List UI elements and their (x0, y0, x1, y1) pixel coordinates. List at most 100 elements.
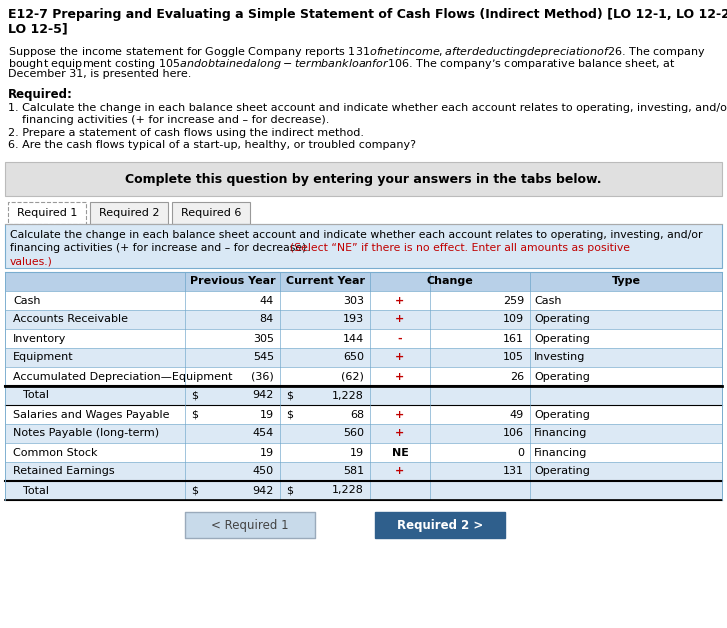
Text: $: $ (191, 485, 198, 495)
Text: Change: Change (427, 276, 473, 286)
Text: 109: 109 (503, 315, 524, 325)
Text: 106: 106 (503, 428, 524, 438)
Text: financing activities (+ for increase and – for decrease).: financing activities (+ for increase and… (8, 115, 329, 125)
Text: Suppose the income statement for Goggle Company reports $131 of net income, afte: Suppose the income statement for Goggle … (8, 45, 706, 59)
Text: Common Stock: Common Stock (13, 448, 97, 458)
Bar (5, 386, 722, 405)
Text: Current Year: Current Year (286, 276, 364, 286)
Bar (5, 291, 722, 310)
Text: Cash: Cash (13, 296, 41, 305)
Bar (172, 202, 250, 224)
Text: Operating: Operating (534, 315, 590, 325)
Bar (5, 443, 722, 462)
Text: Operating: Operating (534, 333, 590, 344)
Text: 161: 161 (503, 333, 524, 344)
Text: 545: 545 (253, 352, 274, 362)
Bar (5, 162, 722, 196)
Bar (5, 424, 722, 443)
Text: +: + (395, 428, 405, 438)
Text: 942: 942 (252, 391, 274, 401)
Text: 650: 650 (343, 352, 364, 362)
Text: < Required 1: < Required 1 (211, 519, 289, 531)
Text: Salaries and Wages Payable: Salaries and Wages Payable (13, 409, 169, 420)
Bar (5, 367, 722, 386)
Text: $: $ (191, 391, 198, 401)
Text: Equipment: Equipment (13, 352, 73, 362)
Text: Required 2 >: Required 2 > (397, 519, 483, 531)
Text: Total: Total (23, 485, 49, 495)
Text: December 31, is presented here.: December 31, is presented here. (8, 69, 191, 79)
Text: +: + (395, 352, 405, 362)
Text: 26: 26 (510, 372, 524, 381)
Text: 19: 19 (350, 448, 364, 458)
Text: (Select “NE” if there is no effect. Enter all amounts as positive: (Select “NE” if there is no effect. Ente… (290, 243, 630, 253)
Text: 1,228: 1,228 (332, 485, 364, 495)
Text: Previous Year: Previous Year (190, 276, 276, 286)
Text: financing activities (+ for increase and – for decrease). (Select “NE” if there : financing activities (+ for increase and… (10, 243, 654, 253)
Text: $: $ (191, 409, 198, 420)
Text: 560: 560 (343, 428, 364, 438)
Text: Operating: Operating (534, 372, 590, 381)
Text: Required 1: Required 1 (17, 208, 77, 218)
Text: E12-7 Preparing and Evaluating a Simple Statement of Cash Flows (Indirect Method: E12-7 Preparing and Evaluating a Simple … (8, 8, 727, 21)
Text: Retained Earnings: Retained Earnings (13, 467, 115, 477)
Bar (5, 224, 722, 268)
Bar (5, 405, 722, 424)
Text: 44: 44 (260, 296, 274, 305)
Bar (5, 481, 722, 500)
Text: Investing: Investing (534, 352, 585, 362)
Text: 49: 49 (510, 409, 524, 420)
Text: -: - (398, 333, 402, 344)
Text: 305: 305 (253, 333, 274, 344)
Text: (36): (36) (252, 372, 274, 381)
Text: 450: 450 (253, 467, 274, 477)
Text: 19: 19 (260, 409, 274, 420)
Text: 2. Prepare a statement of cash flows using the indirect method.: 2. Prepare a statement of cash flows usi… (8, 128, 364, 138)
Text: +: + (395, 467, 405, 477)
Bar (375, 512, 505, 538)
Bar (185, 512, 315, 538)
Text: (62): (62) (341, 372, 364, 381)
Text: 105: 105 (503, 352, 524, 362)
Text: $: $ (286, 391, 293, 401)
Text: 942: 942 (252, 485, 274, 495)
Text: 0: 0 (517, 448, 524, 458)
Bar (5, 329, 722, 348)
Text: $: $ (286, 485, 293, 495)
Text: $: $ (286, 409, 293, 420)
Text: 84: 84 (260, 315, 274, 325)
Text: 68: 68 (350, 409, 364, 420)
Text: +: + (395, 296, 405, 305)
Text: Notes Payable (long-term): Notes Payable (long-term) (13, 428, 159, 438)
Text: 6. Are the cash flows typical of a start-up, healthy, or troubled company?: 6. Are the cash flows typical of a start… (8, 140, 416, 150)
Text: Accounts Receivable: Accounts Receivable (13, 315, 128, 325)
Text: LO 12-5]: LO 12-5] (8, 22, 68, 35)
Text: 19: 19 (260, 448, 274, 458)
Text: 1,228: 1,228 (332, 391, 364, 401)
Text: Required:: Required: (8, 88, 73, 101)
Text: 1. Calculate the change in each balance sheet account and indicate whether each : 1. Calculate the change in each balance … (8, 103, 727, 113)
Bar (90, 202, 168, 224)
Text: +: + (395, 409, 405, 420)
Text: 454: 454 (253, 428, 274, 438)
Text: 303: 303 (343, 296, 364, 305)
Text: 259: 259 (503, 296, 524, 305)
Text: values.): values.) (10, 256, 53, 266)
Text: bought equipment costing $105 and obtained a long-term bank loan for $106. The c: bought equipment costing $105 and obtain… (8, 57, 675, 71)
Text: Financing: Financing (534, 448, 587, 458)
Text: Operating: Operating (534, 409, 590, 420)
Text: NE: NE (392, 448, 409, 458)
Text: 193: 193 (343, 315, 364, 325)
Text: Calculate the change in each balance sheet account and indicate whether each acc: Calculate the change in each balance she… (10, 230, 702, 240)
Bar (5, 310, 722, 329)
Text: Complete this question by entering your answers in the tabs below.: Complete this question by entering your … (125, 173, 601, 185)
Text: +: + (395, 315, 405, 325)
Text: 144: 144 (342, 333, 364, 344)
Bar (8, 202, 86, 224)
Text: Cash: Cash (534, 296, 561, 305)
Text: Required 6: Required 6 (181, 208, 241, 218)
Text: Total: Total (23, 391, 49, 401)
Text: financing activities (+ for increase and – for decrease).: financing activities (+ for increase and… (10, 243, 313, 253)
Bar (5, 272, 722, 291)
Text: Required 2: Required 2 (99, 208, 159, 218)
